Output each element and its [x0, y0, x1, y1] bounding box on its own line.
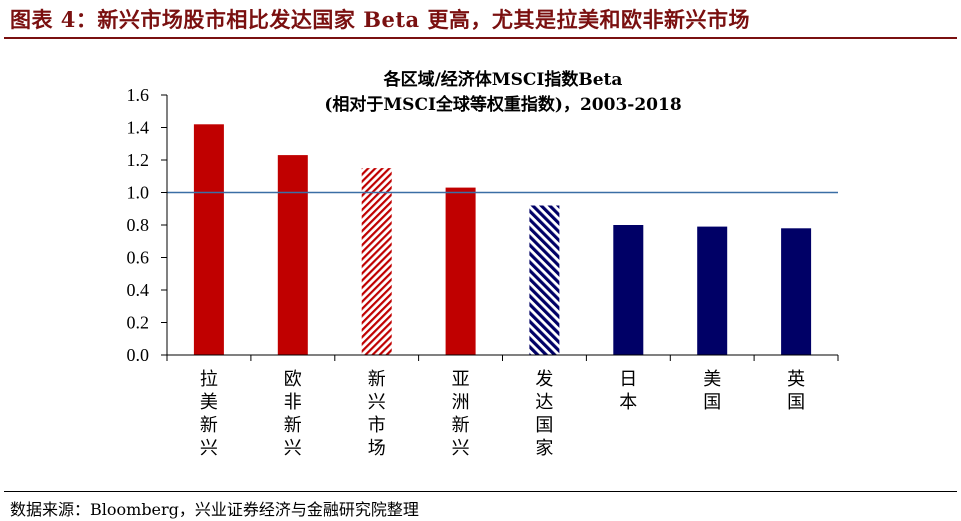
bar-1 — [193, 124, 224, 356]
bar-8 — [781, 228, 812, 356]
footer-divider — [4, 491, 957, 492]
x-category-label: 新兴市场 — [368, 369, 386, 459]
bar-4 — [445, 187, 476, 355]
bar-5 — [529, 205, 560, 355]
bar-2 — [277, 155, 308, 355]
y-tick-labels: 0.0 0.2 0.4 0.6 0.8 1.0 1.2 1.4 1.6 — [127, 85, 150, 365]
header-divider — [4, 37, 957, 39]
bar-3 — [361, 168, 392, 355]
x-category-label: 亚洲新兴 — [452, 369, 470, 459]
bar-7 — [697, 226, 728, 355]
y-tick-label: 0.6 — [127, 248, 150, 268]
y-tick-label: 0.4 — [127, 280, 150, 300]
y-tick-label: 1.6 — [127, 85, 150, 105]
figure-header: 图表 4：新兴市场股市相比发达国家 Beta 更高，尤其是拉美和欧非新兴市场 — [0, 0, 961, 40]
y-tick-label: 0.2 — [127, 313, 150, 333]
y-tick-label: 0.0 — [127, 345, 150, 365]
axes-group — [161, 94, 839, 361]
x-category-label: 拉美新兴 — [200, 369, 218, 459]
beta-bar-chart: 各区域/经济体MSCI指数Beta (相对于MSCI全球等权重指数)，2003-… — [127, 69, 839, 459]
y-tick-label: 1.4 — [127, 118, 150, 138]
y-tick-label: 1.0 — [127, 183, 150, 203]
chart-title-line-1: 各区域/经济体MSCI指数Beta — [383, 69, 623, 90]
y-tick-label: 0.8 — [127, 215, 150, 235]
x-category-label: 发达国家 — [535, 369, 553, 459]
bars-group — [193, 124, 812, 356]
x-category-label: 欧非新兴 — [284, 369, 302, 459]
x-category-labels: 拉美新兴 欧非新兴 新兴市场 亚洲新兴 发达国家 日本 美国 英国 — [200, 369, 805, 459]
y-tick-label: 1.2 — [127, 150, 150, 170]
source-note: 数据来源：Bloomberg，兴业证券经济与金融研究院整理 — [10, 500, 419, 519]
chart-title-group: 各区域/经济体MSCI指数Beta (相对于MSCI全球等权重指数)，2003-… — [324, 69, 681, 115]
chart-title-line-2: (相对于MSCI全球等权重指数)，2003-2018 — [324, 94, 681, 115]
x-category-label: 美国 — [703, 369, 721, 413]
x-category-label: 日本 — [619, 369, 637, 413]
bar-6 — [613, 225, 644, 355]
figure-title: 图表 4：新兴市场股市相比发达国家 Beta 更高，尤其是拉美和欧非新兴市场 — [10, 7, 750, 32]
x-category-label: 英国 — [787, 369, 805, 413]
